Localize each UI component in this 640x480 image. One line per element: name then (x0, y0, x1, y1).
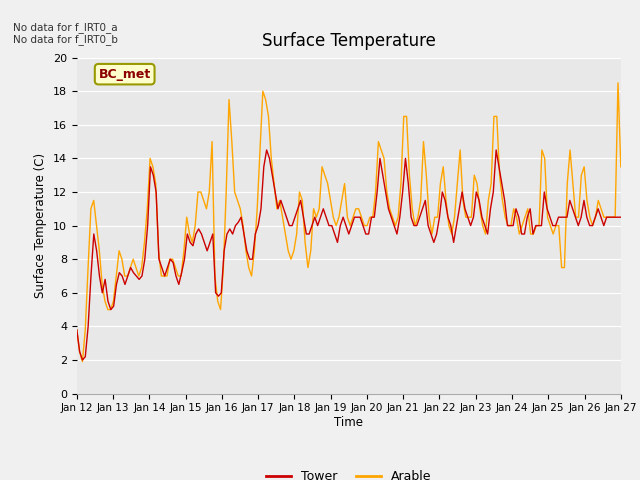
Text: BC_met: BC_met (99, 68, 151, 81)
Y-axis label: Surface Temperature (C): Surface Temperature (C) (35, 153, 47, 298)
Legend: Tower, Arable: Tower, Arable (261, 465, 436, 480)
Title: Surface Temperature: Surface Temperature (262, 33, 436, 50)
Text: No data for f_IRT0_b: No data for f_IRT0_b (13, 34, 118, 45)
Text: No data for f_IRT0_a: No data for f_IRT0_a (13, 22, 117, 33)
X-axis label: Time: Time (334, 416, 364, 429)
